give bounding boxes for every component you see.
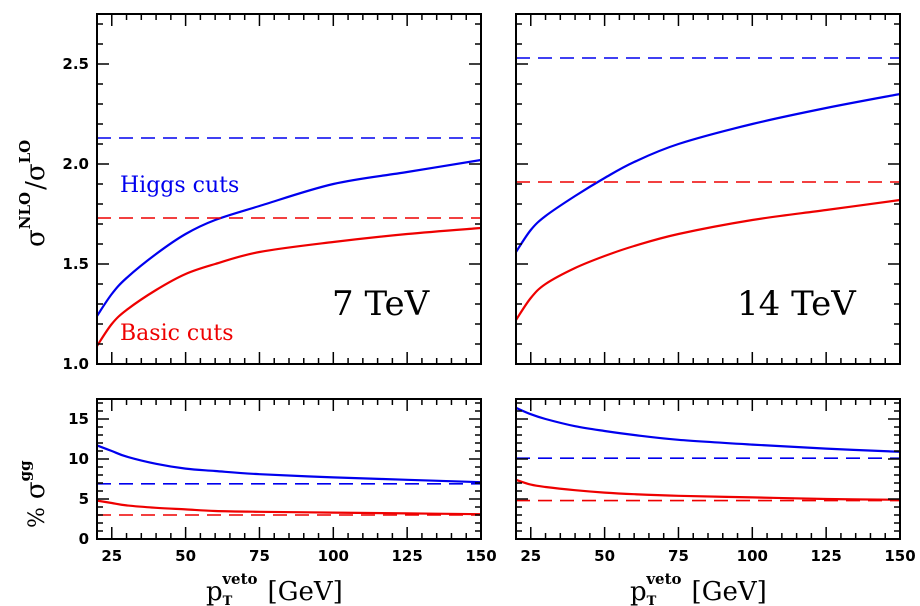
series-blue-solid-line	[97, 444, 481, 484]
sub-t-2: T	[647, 594, 657, 606]
x-tick-label: 75	[668, 547, 689, 565]
plot-frame	[515, 398, 901, 540]
chart-panel-top-left: 1.0 1.5 2.0 2.5	[62, 13, 482, 373]
x-tick-label: 125	[391, 547, 422, 565]
y-axis-label-percent: % σgg	[16, 460, 51, 528]
energy-14tev-label: 14 TeV	[737, 284, 857, 324]
sub-t: T	[223, 594, 233, 606]
y-tick-label: 0	[79, 530, 89, 548]
x-tick-label: 125	[810, 547, 841, 565]
sup-veto: veto	[221, 570, 257, 588]
sigma-glyph-3: σ	[21, 481, 51, 499]
higgs-cuts-label: Higgs cuts	[120, 173, 239, 198]
sup-lo: LO	[16, 140, 34, 164]
x-tick-label: 150	[884, 547, 915, 565]
unit-gev: [GeV]	[268, 577, 343, 606]
energy-7tev-label: 7 TeV	[332, 284, 431, 324]
percent-glyph: %	[25, 507, 50, 528]
svg-text:pTveto[GeV]: pTveto [GeV]	[206, 570, 343, 606]
panels: 1.0 1.5 2.0 2.5 0 5 10 15 25 50 75 100 125 150 25 50 75 1…	[62, 13, 916, 565]
p-glyph-2: p	[630, 577, 647, 606]
y-tick-label: 1.0	[62, 355, 89, 373]
p-glyph: p	[206, 577, 223, 606]
svg-text:%σgg: % σgg	[16, 460, 51, 528]
ticks	[515, 14, 901, 365]
sup-veto-2: veto	[645, 570, 681, 588]
series-blue-solid-line	[516, 406, 900, 453]
plot-frame	[96, 398, 482, 540]
y-tick-label: 5	[79, 490, 89, 508]
x-tick-label: 75	[249, 547, 270, 565]
series-blue-solid-line	[516, 92, 900, 253]
ticks	[96, 399, 482, 540]
basic-cuts-label: Basic cuts	[120, 321, 234, 346]
slash-glyph: /	[21, 181, 51, 190]
chart-panel-bottom-right: 25 50 75 100 125 150	[515, 398, 916, 565]
x-tick-label: 100	[737, 547, 768, 565]
sigma-glyph-2: σ	[21, 163, 51, 181]
x-tick-label: 100	[318, 547, 349, 565]
sigma-glyph: σ	[21, 229, 51, 247]
x-axis-label-left: pTveto [GeV]	[206, 570, 343, 606]
y-tick-label: 2.0	[62, 155, 89, 173]
series-red-solid-line	[516, 198, 900, 321]
ticks	[515, 399, 901, 540]
svg-text:pTveto[GeV]: pTveto [GeV]	[630, 570, 767, 606]
sup-gg: gg	[16, 460, 34, 481]
x-tick-label: 50	[594, 547, 615, 565]
series-red-solid-line	[516, 478, 900, 501]
x-tick-label: 150	[465, 547, 496, 565]
x-axis-label-right: pTveto [GeV]	[630, 570, 767, 606]
x-tick-label: 50	[175, 547, 196, 565]
x-tick-label: 25	[520, 547, 541, 565]
chart-panel-bottom-left: 0 5 10 15 25 50 75 100 125 150	[68, 398, 497, 565]
y-tick-label: 15	[68, 410, 89, 428]
chart-panel-top-right	[515, 13, 901, 365]
series-group	[516, 57, 900, 321]
series-group	[516, 406, 900, 502]
series-group	[97, 137, 481, 347]
series-red-solid-line	[97, 499, 481, 516]
series-group	[97, 444, 481, 516]
y-tick-label: 10	[68, 450, 89, 468]
unit-gev-2: [GeV]	[692, 577, 767, 606]
series-red-solid-line	[97, 226, 481, 347]
sup-nlo: NLO	[16, 192, 34, 229]
y-axis-label-ratio: σNLO/σLO	[16, 140, 51, 247]
y-tick-label: 1.5	[62, 255, 89, 273]
series-blue-solid-line	[97, 158, 481, 317]
y-tick-label: 2.5	[62, 55, 89, 73]
ticks	[96, 14, 482, 365]
svg-text:σNLO/σLO: σNLO/σLO	[16, 140, 51, 247]
x-tick-label: 25	[101, 547, 122, 565]
